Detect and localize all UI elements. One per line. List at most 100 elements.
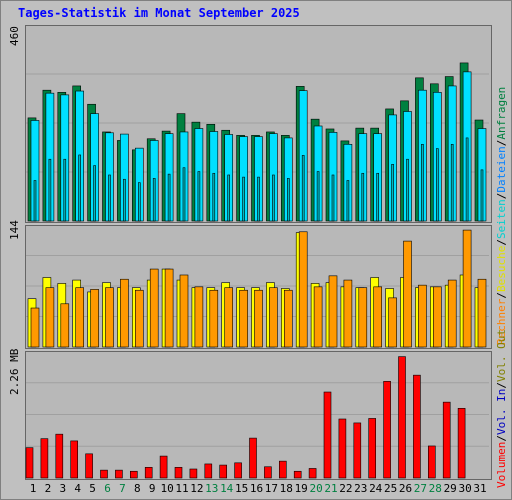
bar-volumen	[249, 437, 257, 479]
bar-volumen	[338, 418, 347, 479]
day-label: 20	[309, 482, 323, 495]
bar-seiten	[450, 144, 454, 222]
legend-top: Rechner/Besuche/Seiten/Dateien/Anfragen	[495, 87, 508, 345]
bar-volumen	[308, 468, 317, 479]
day-label: 19	[294, 482, 308, 495]
bar-rechner	[60, 303, 70, 348]
bar-rechner	[209, 289, 219, 348]
day-label: 22	[339, 482, 353, 495]
bar-volumen	[55, 433, 64, 479]
day-label: 13	[205, 482, 219, 495]
day-label: 7	[119, 482, 126, 495]
bar-rechner	[45, 287, 55, 348]
legend-item: Volumen	[495, 441, 508, 488]
legend-item: Seiten	[495, 199, 508, 240]
bar-rechner	[403, 240, 412, 348]
bar-seiten	[465, 137, 469, 222]
day-label: 31	[473, 482, 487, 495]
legend-separator: /	[495, 139, 508, 147]
bar-seiten	[167, 173, 171, 222]
bar-volumen	[368, 418, 377, 479]
day-label: 27	[413, 482, 428, 495]
legend-separator: /	[495, 292, 508, 299]
day-label: 17	[264, 482, 279, 495]
bar-rechner	[462, 229, 472, 348]
day-label: 26	[398, 482, 413, 495]
bar-rechner	[105, 287, 114, 348]
day-label: 3	[59, 482, 67, 495]
bar-rechner	[328, 275, 338, 348]
bar-seiten	[361, 172, 365, 222]
bar-volumen	[427, 445, 436, 479]
bar-rechner	[90, 289, 99, 348]
bar-rechner	[135, 289, 144, 348]
bar-seiten	[272, 174, 275, 222]
bar-seiten	[391, 164, 394, 222]
bar-rechner	[447, 279, 457, 348]
bar-seiten	[138, 182, 141, 222]
bar-volumen	[144, 467, 153, 479]
day-label: 16	[249, 482, 264, 495]
legend-separator: /	[495, 192, 508, 200]
bar-volumen	[278, 460, 287, 479]
legend-separator: /	[495, 435, 508, 442]
bar-rechner	[358, 287, 368, 348]
day-label: 21	[324, 482, 338, 495]
legend-separator: /	[495, 239, 508, 246]
bar-volumen	[115, 469, 123, 479]
legend-separator: /	[495, 382, 508, 389]
bar-seiten	[346, 180, 350, 222]
bar-volumen	[413, 374, 421, 479]
day-label: 9	[148, 482, 156, 495]
bar-seiten	[78, 154, 81, 222]
bar-volumen	[353, 422, 362, 479]
bar-volumen	[383, 381, 391, 479]
bar-seiten	[242, 176, 245, 222]
bar-volumen	[264, 466, 272, 479]
day-label: 29	[443, 482, 457, 495]
bar-rechner	[224, 287, 233, 348]
bar-volumen	[159, 455, 168, 479]
legend-item: Vol. In	[495, 388, 508, 436]
day-label: 11	[175, 482, 189, 495]
bar-seiten	[331, 174, 335, 222]
bar-rechner	[179, 274, 189, 348]
bar-seiten	[480, 169, 484, 222]
bar-seiten	[421, 144, 424, 222]
bar-rechner	[343, 279, 353, 348]
chart-title: Tages-Statistik im Monat September 2025	[18, 6, 300, 20]
bar-rechner	[254, 289, 263, 348]
bar-volumen	[85, 453, 93, 479]
bar-rechner	[477, 278, 487, 348]
bar-volumen	[130, 470, 138, 479]
legend-item: Anfragen	[495, 86, 508, 140]
bar-rechner	[313, 286, 323, 348]
bar-seiten	[316, 171, 320, 222]
legend-bottom: Volumen/Vol. In/Vol. Out	[495, 329, 508, 488]
bar-volumen	[204, 463, 213, 479]
bar-volumen	[219, 464, 227, 479]
bar-volumen	[457, 408, 466, 479]
bar-seiten	[212, 172, 216, 222]
bar-volumen	[323, 391, 332, 479]
bar-seiten	[406, 158, 409, 222]
bar-rechner	[373, 286, 383, 348]
legend-item: Vol. Out	[495, 329, 508, 383]
bar-seiten	[257, 176, 260, 222]
bar-seiten	[93, 165, 96, 222]
bar-volumen	[70, 440, 78, 479]
bar-volumen	[40, 438, 49, 479]
day-label: 18	[279, 482, 293, 495]
day-label: 1	[29, 482, 37, 495]
legend-item: Besuche	[495, 245, 508, 293]
bar-rechner	[298, 231, 308, 348]
bar-rechner	[418, 284, 427, 348]
legend-item: Dateien	[495, 146, 508, 193]
day-label: 4	[74, 482, 81, 495]
day-label: 10	[160, 482, 174, 495]
day-label: 24	[369, 482, 383, 495]
day-label: 12	[190, 482, 204, 495]
bar-rechner	[239, 289, 248, 348]
bar-seiten	[227, 174, 230, 222]
